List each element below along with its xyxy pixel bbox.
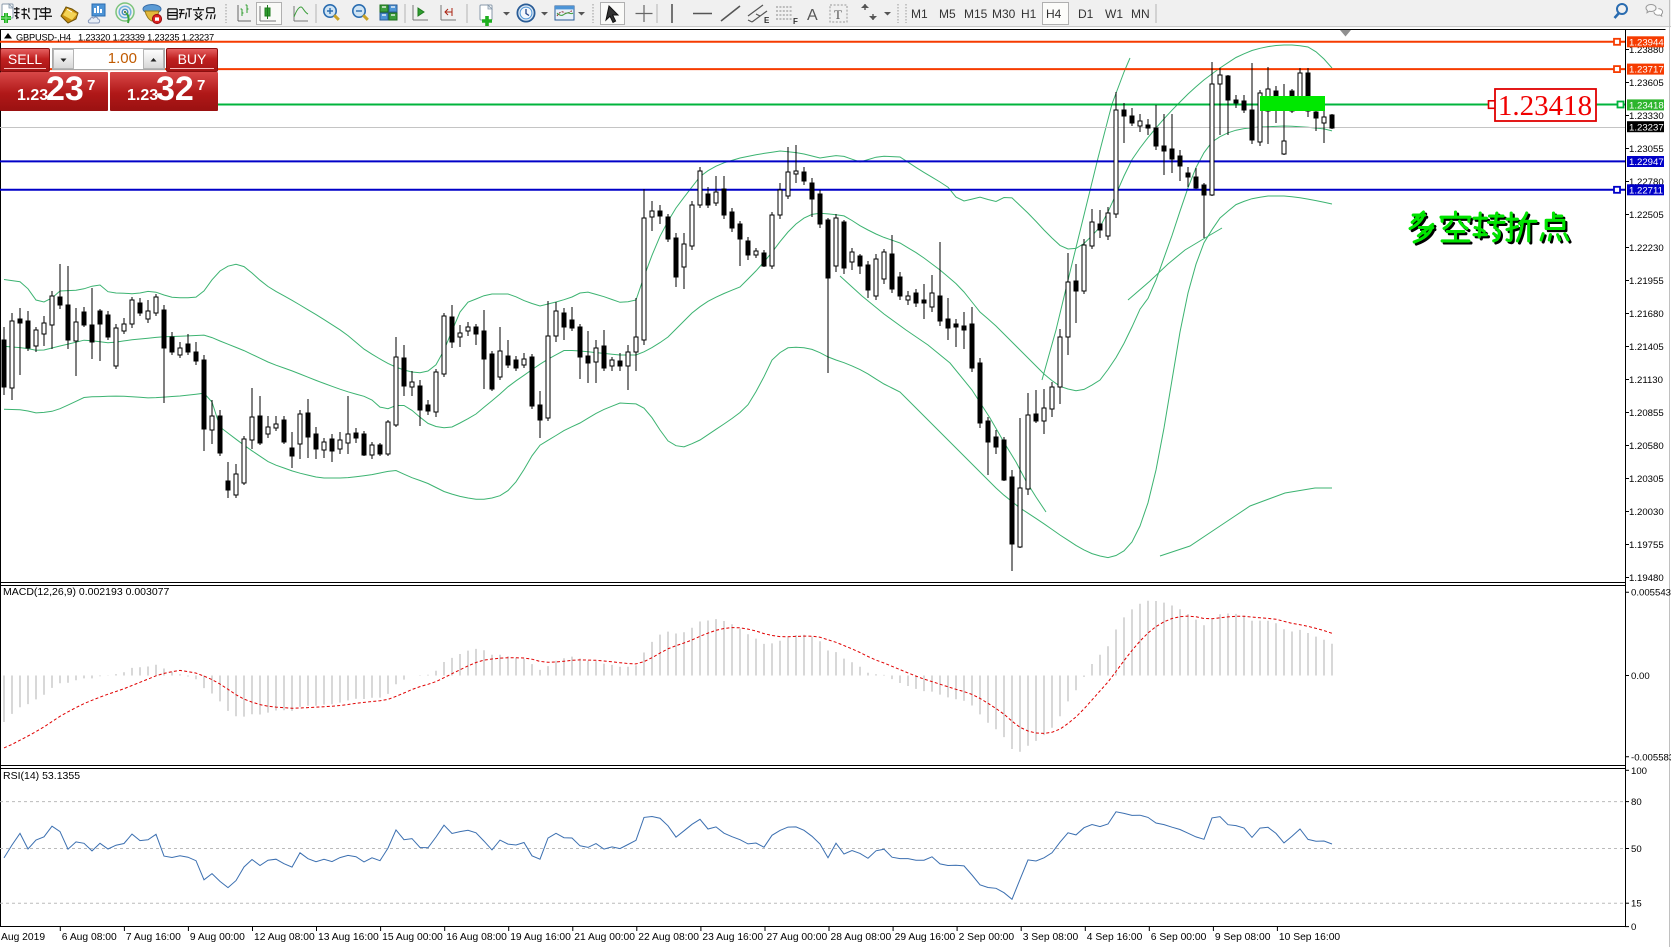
- svg-text:1.23055: 1.23055: [1629, 144, 1664, 155]
- svg-text:1.23237: 1.23237: [1629, 122, 1664, 133]
- svg-text:21 Aug 00:00: 21 Aug 00:00: [574, 932, 635, 943]
- svg-text:1.21130: 1.21130: [1629, 375, 1663, 386]
- svg-text:Aug 2019: Aug 2019: [1, 932, 45, 943]
- svg-text:F: F: [793, 17, 798, 26]
- svg-text:23 Aug 16:00: 23 Aug 16:00: [702, 932, 763, 943]
- svg-text:6 Sep 00:00: 6 Sep 00:00: [1151, 932, 1207, 943]
- svg-text:1.20030: 1.20030: [1629, 507, 1664, 518]
- svg-text:1.23330: 1.23330: [1629, 111, 1664, 122]
- svg-text:MN: MN: [1131, 7, 1150, 21]
- svg-text:D1: D1: [1078, 7, 1094, 21]
- svg-text:E: E: [764, 16, 770, 25]
- svg-text:1.23880: 1.23880: [1629, 45, 1664, 56]
- svg-text:15 Aug 00:00: 15 Aug 00:00: [382, 932, 443, 943]
- svg-text:1.20580: 1.20580: [1629, 441, 1664, 452]
- svg-text:1.23418: 1.23418: [1498, 90, 1592, 122]
- svg-text:1.22711: 1.22711: [1629, 185, 1663, 196]
- svg-text:100: 100: [1631, 766, 1647, 777]
- svg-text:22 Aug 08:00: 22 Aug 08:00: [638, 932, 699, 943]
- svg-text:1.22780: 1.22780: [1629, 177, 1664, 188]
- svg-text:1.23717: 1.23717: [1629, 65, 1664, 76]
- svg-text:W1: W1: [1105, 7, 1123, 21]
- svg-text:16 Aug 08:00: 16 Aug 08:00: [446, 932, 507, 943]
- svg-text:15: 15: [1631, 899, 1642, 910]
- svg-text:H4: H4: [1046, 7, 1062, 21]
- svg-text:0.00: 0.00: [1631, 671, 1650, 682]
- svg-text:27 Aug 00:00: 27 Aug 00:00: [767, 932, 828, 943]
- svg-text:MACD(12,26,9) 0.002193 0.00307: MACD(12,26,9) 0.002193 0.003077: [3, 586, 170, 598]
- svg-text:10 Sep 16:00: 10 Sep 16:00: [1279, 932, 1341, 943]
- svg-text:1.23418: 1.23418: [1629, 101, 1664, 112]
- svg-text:-0.005583: -0.005583: [1631, 752, 1671, 763]
- svg-text:1.22230: 1.22230: [1629, 243, 1664, 254]
- svg-text:13 Aug 16:00: 13 Aug 16:00: [318, 932, 379, 943]
- svg-text:H1: H1: [1021, 7, 1037, 21]
- svg-text:2 Sep 00:00: 2 Sep 00:00: [959, 932, 1015, 943]
- svg-text:RSI(14) 53.1355: RSI(14) 53.1355: [3, 770, 80, 782]
- svg-text:50: 50: [1631, 844, 1642, 855]
- svg-text:1.21680: 1.21680: [1629, 309, 1664, 320]
- svg-text:GBPUSD-,H4 1.23320 1.23339 1: GBPUSD-,H4 1.23320 1.23339 1.23235 1.232…: [16, 33, 214, 43]
- svg-text:6 Aug 08:00: 6 Aug 08:00: [62, 932, 117, 943]
- svg-text:T: T: [834, 7, 842, 22]
- svg-text:12 Aug 08:00: 12 Aug 08:00: [254, 932, 315, 943]
- svg-text:28 Aug 08:00: 28 Aug 08:00: [831, 932, 892, 943]
- svg-text:7 Aug 16:00: 7 Aug 16:00: [126, 932, 181, 943]
- svg-text:9 Aug 00:00: 9 Aug 00:00: [190, 932, 245, 943]
- svg-text:M1: M1: [911, 7, 928, 21]
- svg-text:A: A: [807, 7, 818, 24]
- svg-text:0.005543: 0.005543: [1631, 588, 1671, 599]
- svg-text:1.19755: 1.19755: [1629, 540, 1664, 551]
- svg-text:1.22947: 1.22947: [1629, 157, 1664, 168]
- svg-text:1.21405: 1.21405: [1629, 342, 1664, 353]
- svg-text:1.21955: 1.21955: [1629, 276, 1664, 287]
- svg-text:1.23944: 1.23944: [1629, 37, 1664, 48]
- svg-text:M15: M15: [964, 7, 988, 21]
- svg-text:1.22505: 1.22505: [1629, 210, 1664, 221]
- svg-text:0: 0: [1631, 922, 1636, 933]
- svg-text:M30: M30: [992, 7, 1016, 21]
- svg-text:4 Sep 16:00: 4 Sep 16:00: [1087, 932, 1143, 943]
- svg-text:1.23605: 1.23605: [1629, 78, 1664, 89]
- svg-text:1.19480: 1.19480: [1629, 573, 1664, 584]
- svg-text:29 Aug 16:00: 29 Aug 16:00: [895, 932, 956, 943]
- svg-text:1.20305: 1.20305: [1629, 474, 1664, 485]
- svg-text:3 Sep 08:00: 3 Sep 08:00: [1023, 932, 1079, 943]
- svg-text:80: 80: [1631, 797, 1642, 808]
- svg-text:1.20855: 1.20855: [1629, 408, 1664, 419]
- svg-text:M5: M5: [939, 7, 956, 21]
- svg-text:19 Aug 16:00: 19 Aug 16:00: [510, 932, 571, 943]
- svg-text:9 Sep 08:00: 9 Sep 08:00: [1215, 932, 1271, 943]
